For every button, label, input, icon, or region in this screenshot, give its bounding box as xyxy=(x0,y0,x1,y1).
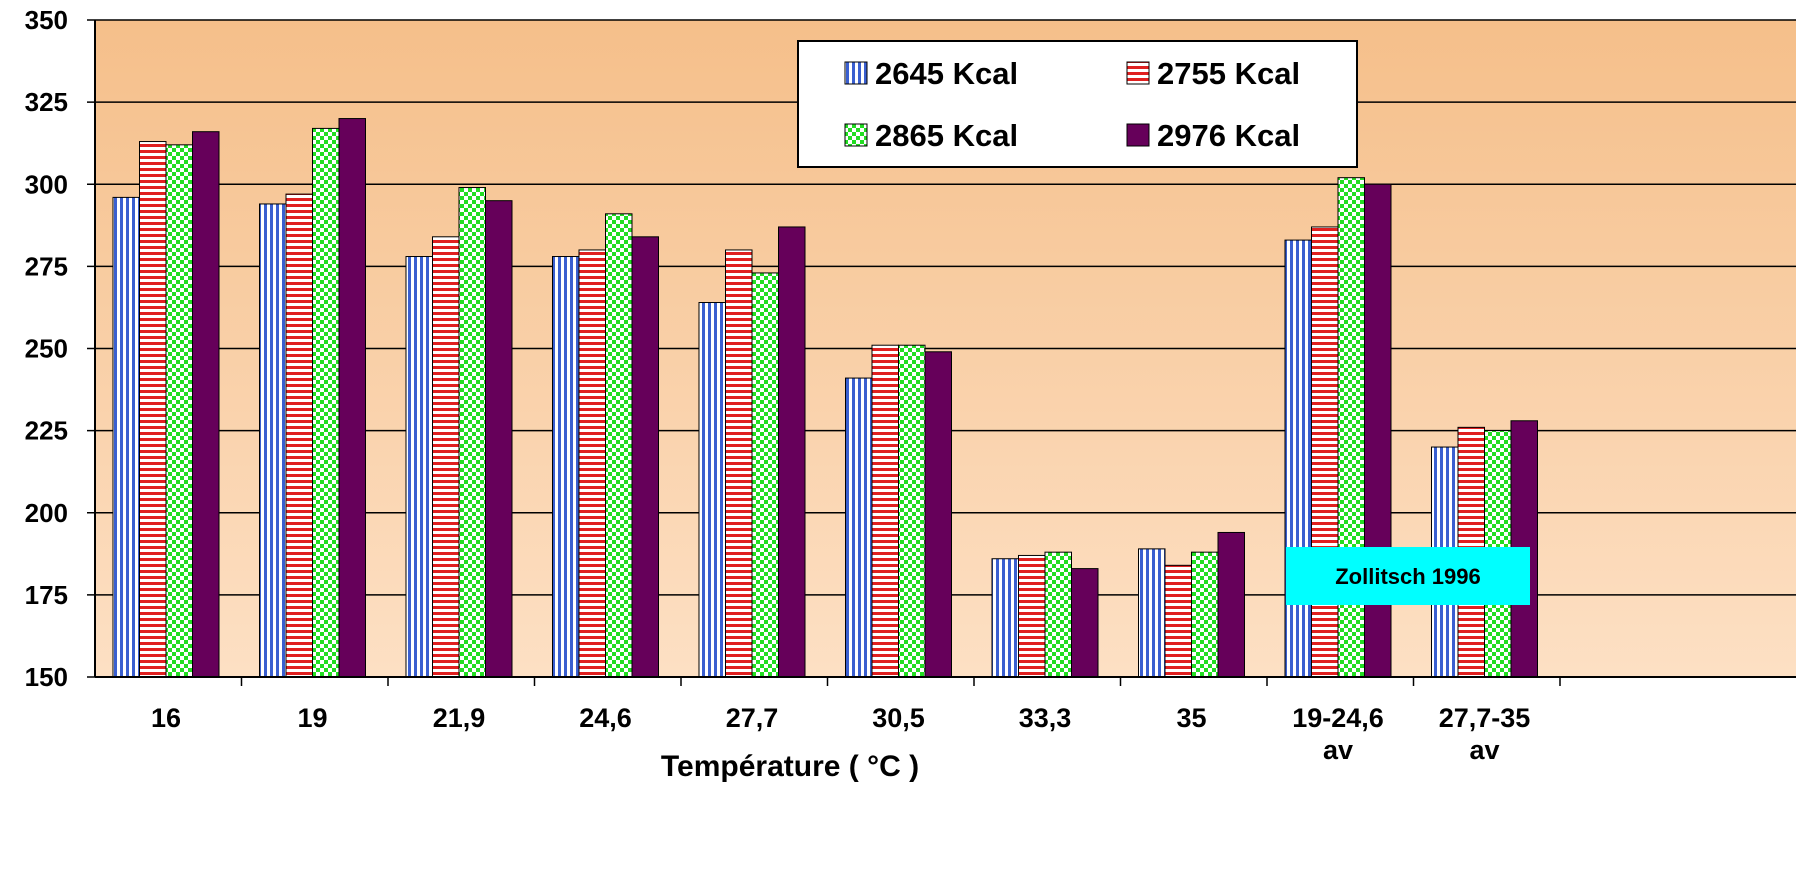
bar xyxy=(725,249,753,678)
bar xyxy=(285,193,313,678)
bar xyxy=(1284,239,1312,678)
bar xyxy=(578,249,606,678)
y-tick-label: 200 xyxy=(25,498,68,528)
bar xyxy=(1071,568,1099,678)
bar xyxy=(112,196,140,678)
bar xyxy=(338,118,366,678)
bar xyxy=(924,351,952,678)
y-tick-label: 350 xyxy=(25,5,68,35)
bar xyxy=(778,226,806,678)
x-tick-label: 16 xyxy=(151,703,181,733)
bar xyxy=(1217,531,1245,678)
bar xyxy=(871,344,899,678)
bar xyxy=(552,256,580,678)
legend: 2645 Kcal 2755 Kcal 2865 Kcal 2976 Kcal xyxy=(797,40,1358,168)
bar xyxy=(139,141,167,678)
y-axis-ticks: 150 175 200 225 250 275 300 325 350 xyxy=(25,5,95,692)
bars xyxy=(112,118,1538,678)
x-tick-label: 19 xyxy=(297,703,327,733)
x-tick-label: 24,6 xyxy=(579,703,632,733)
legend-swatch xyxy=(844,123,868,147)
y-tick-label: 250 xyxy=(25,334,68,364)
bar xyxy=(192,131,220,678)
x-tick-label: 19-24,6 xyxy=(1292,703,1384,733)
bar xyxy=(165,144,193,678)
annotation-text: Zollitsch 1996 xyxy=(1335,564,1481,589)
x-tick-label: av xyxy=(1323,735,1353,765)
x-tick-label: 27,7 xyxy=(726,703,779,733)
legend-swatch xyxy=(1126,61,1150,85)
legend-swatch xyxy=(844,61,868,85)
x-tick-label: 27,7-35 xyxy=(1439,703,1531,733)
bar xyxy=(259,203,287,678)
bar xyxy=(1191,551,1219,678)
y-tick-label: 300 xyxy=(25,169,68,199)
bar xyxy=(458,187,486,678)
x-tick-label: av xyxy=(1469,735,1499,765)
legend-label: 2865 Kcal xyxy=(875,118,1018,153)
x-axis-categories: 16 19 21,9 24,6 27,7 30,5 33,3 35 19-24,6av27,7-… xyxy=(151,677,1561,765)
y-tick-label: 175 xyxy=(25,580,68,610)
bar xyxy=(845,377,873,678)
bar xyxy=(1164,564,1192,678)
bar xyxy=(898,344,926,678)
x-tick-label: 21,9 xyxy=(433,703,486,733)
bar xyxy=(312,127,340,678)
bar xyxy=(605,213,633,678)
x-tick-label: 35 xyxy=(1176,703,1206,733)
y-tick-label: 225 xyxy=(25,416,68,446)
bar xyxy=(1044,551,1072,678)
y-tick-label: 275 xyxy=(25,251,68,281)
annotation-box: Zollitsch 1996 xyxy=(1286,547,1530,605)
bar xyxy=(1138,548,1166,678)
bar xyxy=(1018,554,1046,678)
bar xyxy=(432,236,460,678)
legend-label: 2755 Kcal xyxy=(1157,56,1300,91)
bar xyxy=(631,236,659,678)
legend-label: 2976 Kcal xyxy=(1157,118,1300,153)
bar xyxy=(485,200,513,678)
legend-swatch xyxy=(1126,123,1150,147)
bar xyxy=(405,256,433,678)
legend-label: 2645 Kcal xyxy=(875,56,1018,91)
bar xyxy=(1311,226,1339,678)
x-axis-title: Température ( °C ) xyxy=(661,750,919,783)
y-tick-label: 325 xyxy=(25,87,68,117)
bar xyxy=(698,302,726,678)
bar xyxy=(751,272,779,678)
legend-box xyxy=(797,40,1358,168)
x-tick-label: 30,5 xyxy=(872,703,925,733)
bar xyxy=(991,558,1019,678)
x-tick-label: 33,3 xyxy=(1019,703,1072,733)
y-tick-label: 150 xyxy=(25,662,68,692)
